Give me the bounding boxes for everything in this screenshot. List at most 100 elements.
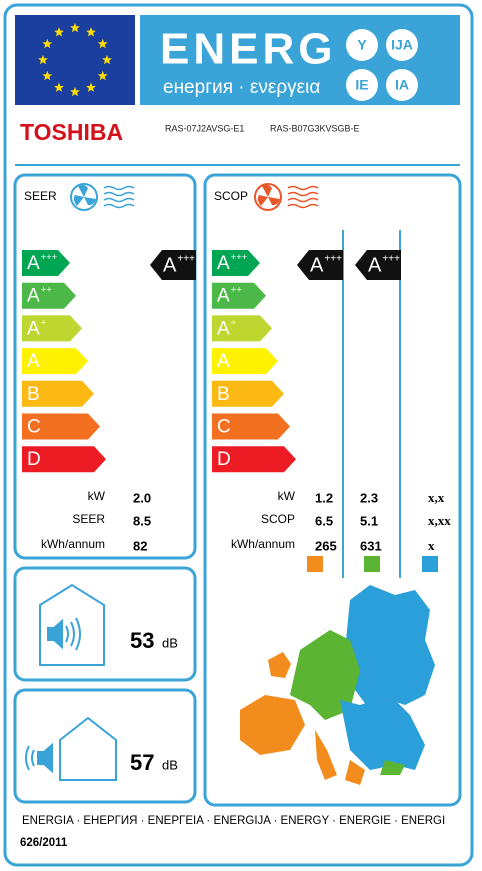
eu-star <box>70 86 80 97</box>
class-arrow <box>212 250 260 276</box>
europe-map <box>240 585 435 785</box>
row-value: x,xx <box>428 513 451 528</box>
header-title: ENERG <box>160 25 336 74</box>
zone-swatch <box>364 556 380 572</box>
rating-arrow <box>355 250 401 280</box>
class-letter: B <box>27 384 40 405</box>
badge <box>346 29 378 61</box>
class-arrow <box>22 380 94 407</box>
class-arrow <box>212 413 290 440</box>
speaker-icon <box>39 583 105 666</box>
eu-star <box>38 54 48 65</box>
heating-panel <box>203 173 462 807</box>
cooling-title: SEER <box>24 189 57 203</box>
heating-title: SCOP <box>214 189 248 203</box>
noise-unit: dB <box>162 757 178 772</box>
class-sup: +++ <box>41 252 58 263</box>
row-label: SCOP <box>261 512 295 526</box>
noise-unit: dB <box>162 635 178 650</box>
eu-star <box>97 70 108 81</box>
class-arrow <box>22 282 76 309</box>
rating-arrow <box>150 250 196 280</box>
class-letter: A <box>217 253 230 274</box>
model: RAS-B07G3KVSGB-E <box>270 123 360 133</box>
badge <box>346 69 378 101</box>
row-value: x,x <box>428 490 445 505</box>
class-sup: +++ <box>231 252 248 263</box>
row-value: 6.5 <box>315 513 333 528</box>
eu-star <box>70 22 80 33</box>
zone-swatch <box>422 556 438 572</box>
badge-text: IE <box>355 77 368 93</box>
class-letter: D <box>27 449 41 470</box>
row-value: 1.2 <box>315 490 333 505</box>
noise-value: 57 <box>130 750 154 775</box>
class-letter: A <box>310 254 324 276</box>
zone-swatch <box>307 556 323 572</box>
row-value: 5.1 <box>360 513 378 528</box>
row-value: 631 <box>360 538 382 553</box>
class-arrow <box>212 315 272 342</box>
row-value: 265 <box>315 538 337 553</box>
class-arrow <box>22 413 100 440</box>
model: RAS-07J2AVSG-E1 <box>165 123 244 133</box>
footer-languages: ENERGIA · ЕНЕРГИЯ · ΕΝΕΡΓΕΙΑ · ENERGIJA … <box>22 815 445 827</box>
badge-text: IJA <box>391 37 413 53</box>
noise-value: 53 <box>130 628 154 653</box>
class-sup: +++ <box>382 254 400 265</box>
eu-star <box>42 38 53 49</box>
class-sup: + <box>41 317 47 328</box>
class-letter: C <box>27 417 41 438</box>
row-label: SEER <box>72 512 105 526</box>
class-arrow <box>212 282 266 309</box>
class-letter: A <box>163 254 177 276</box>
speaker-icon <box>25 716 117 781</box>
class-arrow <box>212 380 284 407</box>
eu-star <box>97 38 108 49</box>
row-label: kWh/annum <box>231 537 295 551</box>
class-letter: A <box>27 318 40 339</box>
class-arrow <box>22 348 88 375</box>
rating-arrow <box>297 250 343 280</box>
row-label: kWh/annum <box>41 537 105 551</box>
cooling-icon <box>70 183 135 211</box>
eu-star <box>42 70 53 81</box>
noise-panel <box>13 688 197 804</box>
class-sup: + <box>231 317 237 328</box>
badge-text: IA <box>395 77 409 93</box>
class-letter: A <box>27 286 40 307</box>
class-arrow <box>22 315 82 342</box>
class-sup: ++ <box>41 285 53 296</box>
eu-star <box>102 54 112 65</box>
class-arrow <box>22 446 106 473</box>
class-sup: +++ <box>324 254 342 265</box>
class-letter: B <box>217 384 230 405</box>
class-letter: A <box>27 351 40 372</box>
class-arrow <box>22 250 70 276</box>
row-value: 8.5 <box>133 513 151 528</box>
noise-panel <box>13 566 197 682</box>
badge <box>386 69 418 101</box>
cooling-panel <box>13 173 197 560</box>
class-letter: C <box>217 417 231 438</box>
badge <box>386 29 418 61</box>
row-value: 2.3 <box>360 490 378 505</box>
row-value: x <box>428 538 435 553</box>
class-sup: ++ <box>231 285 243 296</box>
eu-star <box>86 82 96 92</box>
label-border <box>3 3 474 867</box>
class-letter: A <box>217 351 230 372</box>
row-value: 2.0 <box>133 490 151 505</box>
heating-icon <box>254 183 319 211</box>
class-letter: A <box>217 286 230 307</box>
class-letter: A <box>217 318 230 339</box>
eu-star <box>86 27 96 37</box>
class-arrow <box>212 446 296 473</box>
brand: TOSHIBA <box>20 119 123 145</box>
class-arrow <box>212 348 278 375</box>
class-letter: D <box>217 449 231 470</box>
row-label: kW <box>88 489 106 503</box>
row-label: kW <box>278 489 296 503</box>
eu-star <box>54 82 64 92</box>
